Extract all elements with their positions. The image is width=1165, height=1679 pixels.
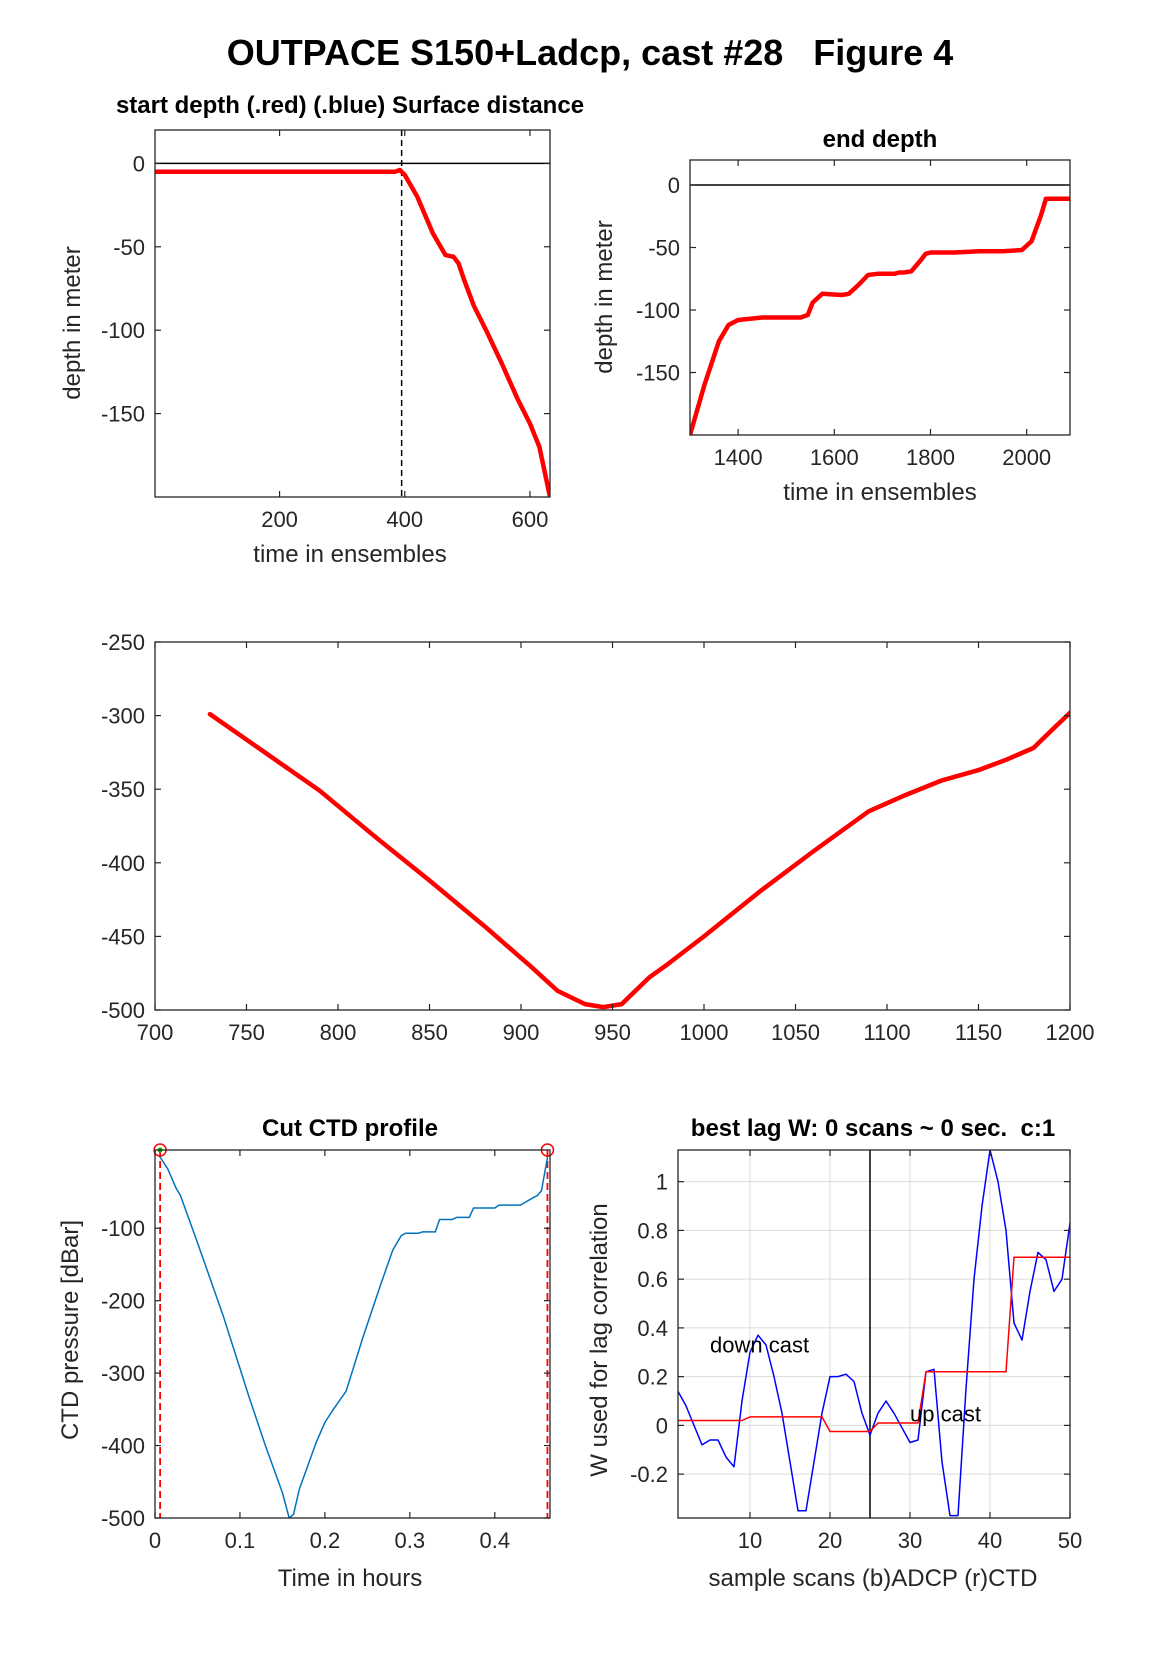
p2-axes-box [689, 159, 1071, 436]
p1-series-line-0 [155, 167, 550, 497]
p5-annotation-1: up cast [910, 1402, 981, 1427]
p3-xtick-label: 800 [320, 1020, 357, 1045]
p4-series-line-0 [159, 1156, 549, 1518]
p4-ytick-label: -400 [101, 1434, 145, 1459]
p3-axes-box [154, 641, 1071, 1011]
p3-ytick-label: -350 [101, 777, 145, 802]
p3-xtick-label: 1200 [1046, 1020, 1095, 1045]
p1-ytick-label: 0 [133, 151, 145, 176]
p3-xtick-label: 950 [594, 1020, 631, 1045]
p4-ytick-label: -500 [101, 1506, 145, 1531]
p5-xtick-label: 10 [738, 1528, 762, 1553]
p5-ytick-label: 0.6 [637, 1267, 668, 1292]
p1-ytick-label: -50 [113, 235, 145, 260]
start-depth-chart: start depth (.red) (.blue) Surface dista… [59, 92, 584, 568]
p5-ytick-label: 0 [656, 1413, 668, 1438]
best-lag-ylabel: W used for lag correlation [586, 1203, 613, 1476]
p3-xtick-label: 1150 [955, 1020, 1002, 1045]
p3-xtick-label: 1000 [680, 1020, 729, 1045]
p1-xtick-label: 400 [386, 507, 423, 532]
p5-ytick-label: 0.4 [637, 1316, 668, 1341]
cut-ctd-chart: Cut CTD profile CTD pressure [dBar] Time… [57, 1115, 555, 1592]
p3-ytick-label: -250 [101, 630, 145, 655]
end-depth-ylabel: depth in meter [591, 220, 618, 373]
p4-ytick-label: -100 [101, 1216, 145, 1241]
p5-xtick-label: 50 [1058, 1528, 1082, 1553]
p5-axes-box [677, 1149, 1071, 1519]
p5-ytick-label: 0.8 [637, 1218, 668, 1243]
p1-axes-box [154, 129, 551, 498]
p4-xtick-label: 0.1 [225, 1528, 256, 1553]
p3-xtick-label: 900 [503, 1020, 540, 1045]
p3-ytick-label: -300 [101, 704, 145, 729]
p5-ytick-label: -0.2 [630, 1462, 668, 1487]
depth-profile-chart: 700 750 800 850 900 950 1000 1050 1100 1150 1200 -2… [101, 630, 1095, 1045]
p3-xtick-label: 850 [411, 1020, 448, 1045]
p3-ytick-label: -400 [101, 851, 145, 876]
p5-xtick-label: 20 [818, 1528, 842, 1553]
p3-xtick-label: 750 [228, 1020, 265, 1045]
end-depth-xlabel: time in ensembles [783, 479, 976, 506]
p5-annotation-0: down cast [710, 1332, 809, 1357]
cut-ctd-title: Cut CTD profile [262, 1115, 438, 1142]
p5-series-line-1 [678, 1256, 1070, 1433]
cut-ctd-xlabel: Time in hours [278, 1565, 423, 1592]
p4-axes-box [154, 1149, 551, 1519]
best-lag-chart: best lag W: 0 scans ~ 0 sec. c:1 W used … [586, 1115, 1082, 1592]
p2-xtick-label: 2000 [1002, 445, 1051, 470]
p2-ytick-label: 0 [668, 173, 680, 198]
p1-ytick-label: -150 [101, 402, 145, 427]
p1-xtick-label: 600 [512, 507, 549, 532]
p5-ytick-label: 0.2 [637, 1365, 668, 1390]
p3-ytick-label: -450 [101, 924, 145, 949]
p5-ytick-label: 1 [656, 1170, 668, 1195]
p5-xtick-label: 30 [898, 1528, 922, 1553]
best-lag-title: best lag W: 0 scans ~ 0 sec. c:1 [691, 1115, 1055, 1142]
p4-ytick-label: -200 [101, 1289, 145, 1314]
start-depth-xlabel: time in ensembles [253, 541, 446, 568]
p1-ytick-label: -100 [101, 318, 145, 343]
p2-xtick-label: 1600 [810, 445, 859, 470]
end-depth-chart: end depth depth in meter time in ensembl… [591, 126, 1071, 506]
p3-xtick-label: 1050 [771, 1020, 820, 1045]
p1-xtick-label: 200 [261, 507, 298, 532]
figure-title: OUTPACE S150+Ladcp, cast #28 Figure 4 [227, 32, 954, 73]
start-depth-ylabel: depth in meter [59, 246, 86, 399]
best-lag-xlabel: sample scans (b)ADCP (r)CTD [709, 1565, 1038, 1592]
cut-ctd-ylabel: CTD pressure [dBar] [57, 1220, 84, 1440]
p4-xtick-label: 0.2 [310, 1528, 341, 1553]
p4-xtick-label: 0 [149, 1528, 161, 1553]
p2-ytick-label: -50 [648, 236, 680, 261]
p4-xtick-label: 0.4 [479, 1528, 510, 1553]
end-depth-title: end depth [823, 126, 938, 153]
p2-series-line-0 [690, 196, 1070, 435]
p4-ytick-label: -300 [101, 1361, 145, 1386]
p5-series-line-0 [678, 1150, 1070, 1517]
start-depth-title: start depth (.red) (.blue) Surface dista… [116, 92, 584, 119]
p2-xtick-label: 1400 [714, 445, 763, 470]
p3-xtick-label: 700 [137, 1020, 174, 1045]
p4-xtick-label: 0.3 [395, 1528, 426, 1553]
p3-ytick-label: -500 [101, 998, 145, 1023]
p3-series-line-0 [207, 710, 1070, 1010]
p3-xtick-label: 1100 [863, 1020, 910, 1045]
p2-ytick-label: -150 [636, 361, 680, 386]
p2-ytick-label: -100 [636, 298, 680, 323]
p5-xtick-label: 40 [978, 1528, 1002, 1553]
p2-xtick-label: 1800 [906, 445, 955, 470]
